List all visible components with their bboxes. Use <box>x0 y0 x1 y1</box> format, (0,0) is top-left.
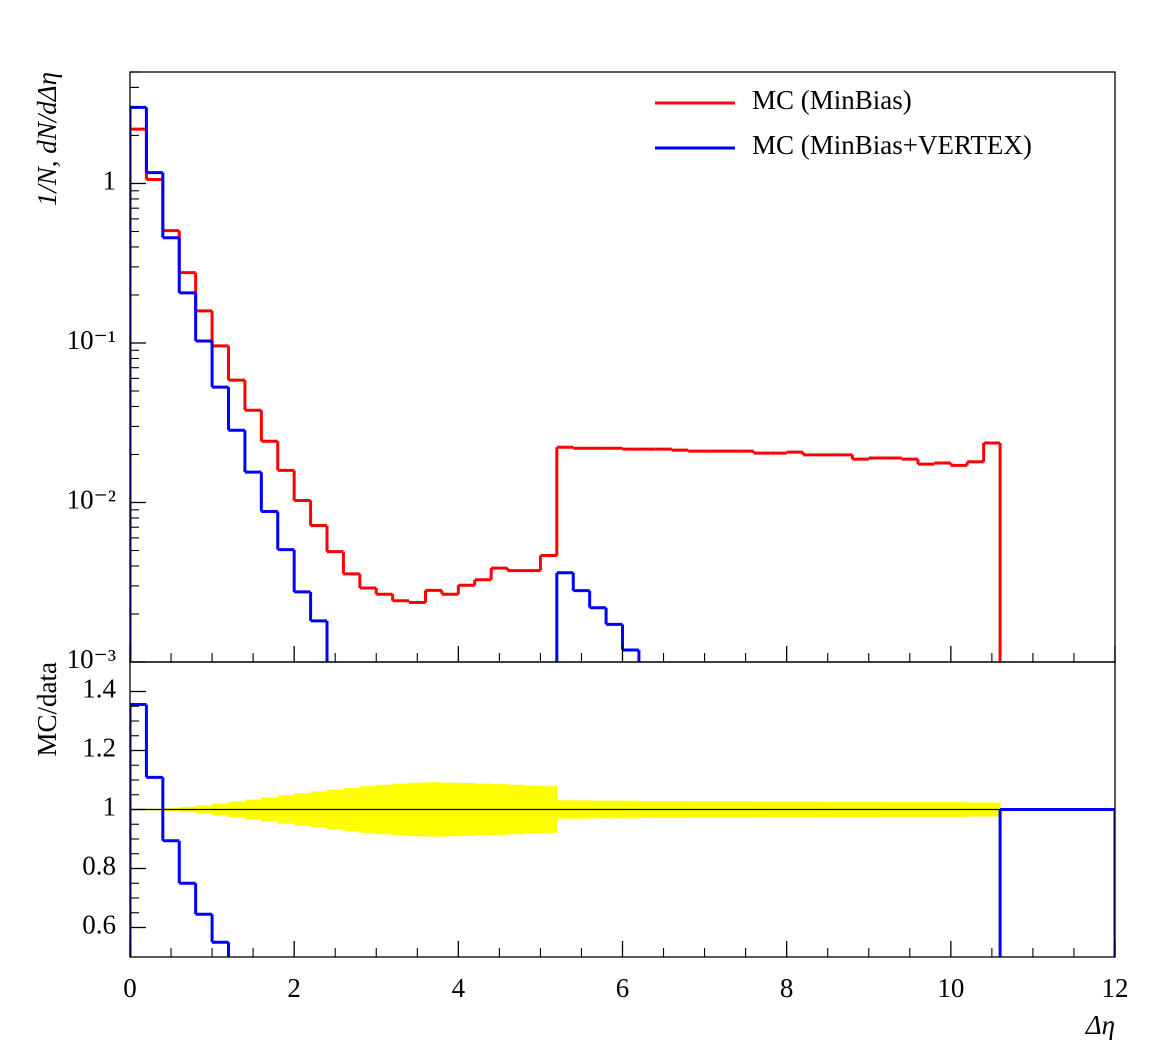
y-tick-label: 0.6 <box>82 910 116 940</box>
legend-label: MC (MinBias+VERTEX) <box>752 130 1032 160</box>
x-tick-label: 12 <box>1102 973 1129 1003</box>
y-axis-label: MC/data <box>32 662 62 757</box>
y-tick-label: 1 <box>103 792 117 822</box>
y-tick-label: 1 <box>103 166 117 196</box>
y-tick-label: 1.2 <box>82 733 116 763</box>
y-tick-label: 10⁻¹ <box>67 325 116 355</box>
x-tick-label: 0 <box>123 973 137 1003</box>
x-axis-label: Δη <box>1085 1010 1115 1040</box>
panel-frame <box>129 71 1116 663</box>
x-tick-label: 4 <box>452 973 466 1003</box>
y-tick-label: 1.4 <box>82 674 116 704</box>
x-tick-label: 8 <box>780 973 794 1003</box>
x-tick-label: 10 <box>937 973 964 1003</box>
plot-area <box>130 702 1115 957</box>
plot-area <box>130 105 1002 662</box>
y-tick-label: 10⁻³ <box>67 644 116 674</box>
y-tick-label: 10⁻² <box>67 485 116 515</box>
x-tick-label: 2 <box>287 973 301 1003</box>
panel-frame <box>129 661 1116 958</box>
legend-label: MC (MinBias) <box>752 85 912 115</box>
y-tick-label: 0.8 <box>82 851 116 881</box>
y-axis-label: 1/N, dN/dΔη <box>32 72 62 206</box>
x-tick-label: 6 <box>616 973 630 1003</box>
